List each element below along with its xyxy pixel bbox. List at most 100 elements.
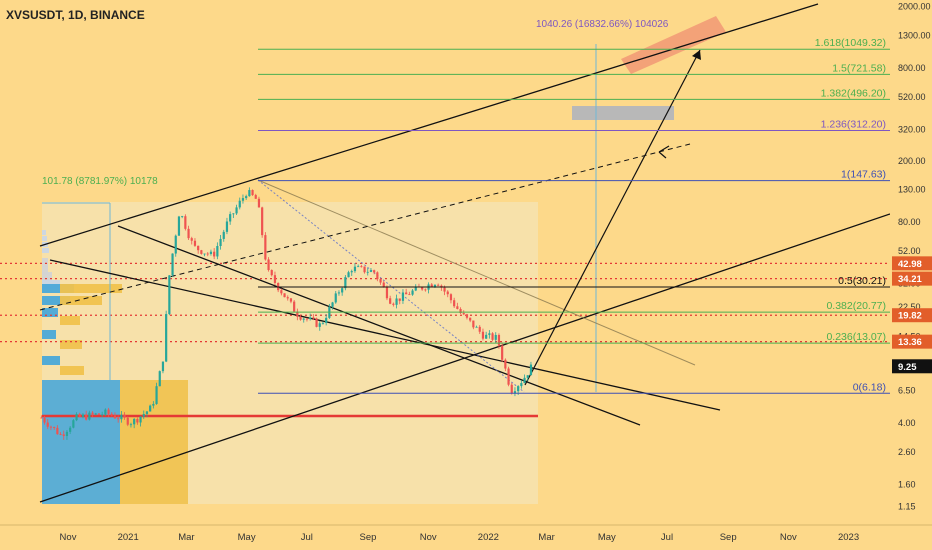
candle-body (341, 288, 344, 293)
fib-label: 1.382(496.20) (821, 87, 886, 99)
candle-body (206, 253, 209, 255)
candle-body (139, 416, 142, 423)
price-tag-label: 9.25 (898, 362, 917, 373)
time-tick-label: Sep (720, 532, 737, 543)
price-tick-label: 2.60 (898, 447, 916, 457)
price-tick-label: 130.00 (898, 185, 926, 195)
time-tick-label: Nov (780, 532, 797, 543)
candle-body (261, 207, 264, 236)
measure-label: 101.78 (8781.97%) 10178 (42, 176, 158, 187)
candle-body (443, 287, 446, 292)
candle-body (526, 375, 529, 378)
candle-body (200, 250, 203, 254)
candle-body (251, 190, 254, 196)
candle-body (321, 322, 325, 324)
candle-body (136, 419, 139, 423)
time-tick-label: 2022 (478, 532, 499, 543)
volume-profile-bar (42, 296, 70, 305)
candle-body (155, 386, 158, 404)
volume-profile-bar (60, 316, 80, 325)
candle-body (523, 377, 526, 384)
candle-body (478, 326, 481, 332)
candle-body (94, 413, 97, 415)
candle-body (219, 238, 222, 247)
candle-body (401, 292, 405, 301)
volume-profile-bar (60, 366, 84, 375)
candle-body (475, 326, 478, 328)
candle-body (459, 308, 462, 314)
candle-body (238, 200, 241, 208)
candle-body (203, 253, 206, 255)
candle-body (497, 334, 501, 346)
candle-body (398, 298, 401, 301)
trend-line (49, 259, 721, 411)
price-tick-label: 2000.00 (898, 2, 931, 12)
candle-body (197, 245, 200, 251)
candle-body (213, 251, 216, 257)
candle-body (283, 293, 286, 298)
candle-body (225, 221, 229, 232)
candle-body (353, 266, 357, 272)
price-tag-label: 34.21 (898, 274, 922, 285)
time-axis-panel (0, 525, 932, 550)
time-axis: Nov 2021 Mar May Jul Sep Nov 2022 Mar May Jul Sep No… (0, 524, 932, 550)
candle-body (264, 235, 267, 260)
candle-body (117, 418, 120, 420)
candle-body (126, 417, 129, 425)
target-zone-box (621, 16, 726, 74)
candle-body (309, 317, 312, 320)
price-tick-label: 800.00 (898, 63, 926, 73)
candle-body (462, 313, 465, 315)
candle-body (229, 214, 232, 222)
candle-body (75, 414, 78, 421)
measure-label: 1040.26 (16832.66%) 104026 (536, 19, 669, 30)
candle-body (513, 391, 517, 394)
candle-body (245, 196, 248, 199)
candle-body (46, 422, 49, 427)
candle-body (363, 266, 366, 273)
price-tick-label: 22.50 (898, 302, 921, 312)
candle-body (529, 364, 533, 376)
candle-body (267, 259, 270, 271)
candle-body (254, 195, 257, 199)
candle-body (312, 317, 315, 319)
candle-body (491, 333, 494, 340)
candle-body (65, 431, 69, 436)
volume-zone-blue (42, 380, 120, 504)
volume-profile-bar (42, 284, 74, 293)
candle-body (414, 286, 417, 291)
candle-body (88, 412, 91, 420)
drawing-boxes (42, 16, 726, 504)
time-tick-label: 2023 (838, 532, 859, 543)
candle-body (142, 414, 145, 417)
candle-body (337, 292, 341, 294)
candle-body (507, 368, 510, 385)
text-labels: 1.618(1049.32) 1.5(721.58) 1.382(496.20) 1.… (42, 19, 886, 393)
volume-profile-bar (60, 284, 122, 293)
candle-body (485, 334, 488, 339)
candle-body (296, 311, 299, 317)
candle-body (241, 198, 245, 201)
candle-body (334, 293, 337, 303)
candle-body (293, 301, 296, 312)
candle-body (369, 270, 373, 272)
fib-label: 1.5(721.58) (832, 62, 886, 74)
time-tick-label: Jul (661, 532, 673, 543)
price-tick-label: 1.15 (898, 502, 916, 512)
candle-body (411, 290, 414, 295)
candle-body (385, 287, 389, 299)
candle-body (62, 434, 65, 436)
price-tag-label: 19.82 (898, 311, 922, 322)
trend-line (39, 3, 819, 247)
candle-body (133, 419, 136, 425)
candle-body (56, 427, 59, 435)
candle-body (232, 213, 235, 215)
fib-label: 0.382(20.77) (826, 300, 886, 312)
candle-body (59, 434, 62, 435)
trend-line (658, 151, 667, 159)
price-tag-label: 13.36 (898, 337, 922, 348)
candle-body (379, 279, 382, 283)
candle-body (382, 282, 385, 288)
price-tick-label: 1.60 (898, 479, 916, 489)
